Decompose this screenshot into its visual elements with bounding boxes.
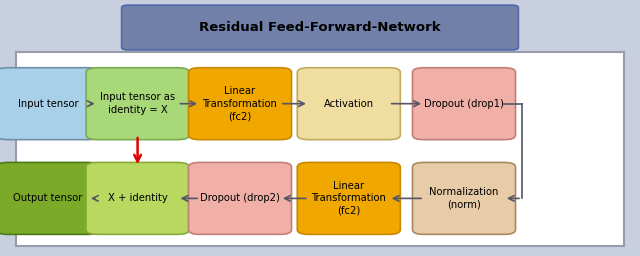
Text: Residual Feed-Forward-Network: Residual Feed-Forward-Network bbox=[199, 21, 441, 34]
FancyBboxPatch shape bbox=[298, 68, 401, 140]
FancyBboxPatch shape bbox=[3, 1, 637, 255]
FancyBboxPatch shape bbox=[188, 68, 292, 140]
Text: Input tensor: Input tensor bbox=[18, 99, 78, 109]
FancyBboxPatch shape bbox=[16, 52, 624, 246]
FancyBboxPatch shape bbox=[86, 163, 189, 234]
FancyBboxPatch shape bbox=[298, 163, 401, 234]
Text: Activation: Activation bbox=[324, 99, 374, 109]
Text: X + identity: X + identity bbox=[108, 193, 168, 204]
FancyBboxPatch shape bbox=[0, 68, 100, 140]
FancyBboxPatch shape bbox=[188, 163, 292, 234]
Text: Output tensor: Output tensor bbox=[13, 193, 83, 204]
FancyBboxPatch shape bbox=[412, 68, 516, 140]
Text: Linear
Transformation
(fc2): Linear Transformation (fc2) bbox=[203, 86, 277, 121]
Text: Dropout (drop2): Dropout (drop2) bbox=[200, 193, 280, 204]
Text: Input tensor as
identity = X: Input tensor as identity = X bbox=[100, 92, 175, 115]
Text: Dropout (drop1): Dropout (drop1) bbox=[424, 99, 504, 109]
Text: Linear
Transformation
(fc2): Linear Transformation (fc2) bbox=[312, 181, 386, 216]
FancyBboxPatch shape bbox=[86, 68, 189, 140]
FancyBboxPatch shape bbox=[122, 5, 518, 50]
FancyBboxPatch shape bbox=[412, 163, 516, 234]
FancyBboxPatch shape bbox=[0, 163, 100, 234]
Text: Normalization
(norm): Normalization (norm) bbox=[429, 187, 499, 210]
